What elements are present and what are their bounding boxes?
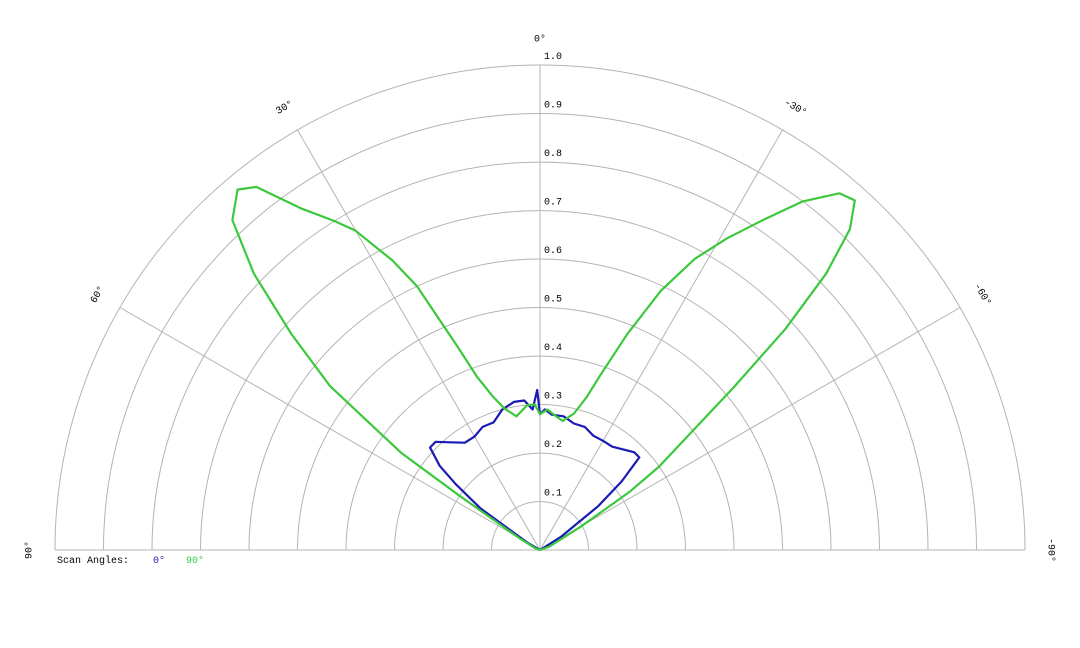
r-tick-label: 0.1	[544, 489, 562, 500]
r-tick-label: 0.3	[544, 392, 562, 403]
grid-spoke	[297, 129, 541, 551]
r-tick-label: 0.5	[544, 295, 562, 306]
theta-tick-label: 30°	[274, 98, 296, 117]
r-tick-label: 0.4	[544, 343, 562, 354]
r-tick-label: 0.9	[544, 101, 562, 112]
legend-title: Scan Angles:	[57, 555, 129, 567]
r-tick-label: 0.2	[544, 440, 562, 451]
grid-spoke	[119, 307, 541, 551]
legend-entry: 90°	[186, 555, 204, 567]
series-line	[428, 388, 641, 551]
r-tick-label: 0.6	[544, 246, 562, 257]
theta-tick-label: 60°	[88, 284, 107, 306]
r-tick-label: 1.0	[544, 52, 562, 63]
theta-tick-label: -30°	[782, 97, 809, 119]
theta-tick-label: -60°	[971, 281, 993, 308]
theta-tick-label: -90°	[1044, 538, 1056, 562]
r-tick-label: 0.7	[544, 198, 562, 209]
legend-entry: 0°	[153, 555, 165, 567]
grid-spoke	[539, 307, 961, 551]
series-line	[231, 185, 856, 552]
theta-tick-label: 90°	[24, 541, 36, 559]
r-tick-label: 0.8	[544, 149, 562, 160]
theta-tick-label: 0°	[534, 34, 546, 46]
grid-spoke	[539, 129, 783, 551]
